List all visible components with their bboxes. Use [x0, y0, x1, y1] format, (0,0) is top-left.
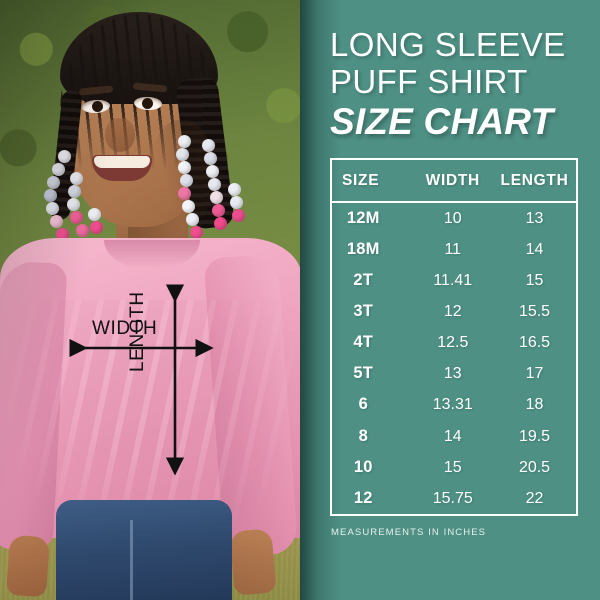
size-table-container: SIZE WIDTH LENGTH 12M 10 13 18M 11 14: [330, 158, 578, 516]
panel-left-shadow: [300, 0, 340, 600]
hair-beads-left: [44, 150, 104, 258]
panel-content: LONG SLEEVE PUFF SHIRT SIZE CHART: [300, 0, 600, 600]
column-header-width: WIDTH: [412, 160, 494, 203]
cell-size: 5T: [353, 364, 374, 383]
cell-length: 15: [525, 272, 544, 290]
cell-length: 19.5: [518, 427, 551, 445]
cell-size: 12: [353, 488, 373, 507]
child-model: [0, 12, 302, 600]
table-row: 10 15 20.5: [332, 452, 576, 483]
column-header-size: SIZE: [332, 160, 413, 203]
cell-width: 15.75: [432, 489, 473, 507]
cell-length: 15.5: [518, 303, 551, 321]
cell-length: 16.5: [518, 334, 551, 352]
measurement-units-note: MEASUREMENTS IN INCHES: [331, 527, 487, 538]
smiling-mouth: [92, 155, 152, 181]
cell-length: 18: [525, 396, 544, 414]
cell-size: 4T: [353, 333, 374, 352]
cell-width: 12.5: [437, 334, 469, 352]
cell-length: 13: [525, 209, 544, 227]
hair-beads-right: [176, 135, 256, 255]
cell-width: 11: [444, 240, 462, 258]
cell-size: 2T: [353, 271, 374, 290]
table-row: 3T 12 15.5: [332, 296, 576, 327]
cell-size: 6: [358, 395, 368, 414]
table-row: 5T 13 17: [332, 359, 576, 390]
table-header-row: SIZE WIDTH LENGTH: [332, 160, 576, 203]
photo-vignette: [0, 0, 302, 600]
cell-size: 10: [353, 457, 373, 476]
cell-length: 14: [525, 240, 544, 258]
table-row: 8 14 19.5: [332, 421, 576, 452]
cell-width: 14: [443, 427, 462, 445]
column-header-length: LENGTH: [493, 160, 576, 203]
cell-length: 20.5: [518, 458, 551, 476]
cell-size: 3T: [353, 302, 374, 321]
length-label: LENGTH: [127, 291, 148, 372]
pupil-left: [92, 101, 103, 112]
nose: [105, 118, 135, 152]
title-line-2: PUFF SHIRT: [330, 63, 528, 100]
blue-jeans: [56, 500, 232, 600]
table-row: 12 15.75 22: [332, 483, 576, 514]
cell-width: 10: [443, 209, 462, 227]
teeth: [94, 156, 150, 168]
cell-width: 11.41: [433, 272, 473, 290]
table-row: 12M 10 13: [332, 202, 576, 234]
cell-length: 22: [525, 489, 544, 507]
size-table-body: 12M 10 13 18M 11 14 2T 11.41 15: [332, 202, 576, 514]
jeans-seam: [130, 520, 133, 600]
product-photo: WIDTH LENGTH: [0, 0, 302, 600]
size-table-head: SIZE WIDTH LENGTH: [332, 160, 576, 203]
title-line-1: LONG SLEEVE: [330, 26, 566, 63]
table-row: 2T 11.41 15: [332, 265, 576, 296]
cell-size: 18M: [346, 239, 380, 258]
cell-size: 12M: [346, 208, 380, 227]
pupil-right: [142, 98, 153, 109]
table-row: 4T 12.5 16.5: [332, 327, 576, 358]
width-label: WIDTH: [92, 318, 158, 339]
cell-width: 12: [443, 303, 462, 321]
table-row: 18M 11 14: [332, 234, 576, 265]
info-panel: LONG SLEEVE PUFF SHIRT SIZE CHART SIZE W…: [300, 0, 600, 600]
cell-size: 8: [358, 426, 368, 445]
cell-length: 17: [525, 365, 544, 383]
table-row: 6 13.31 18: [332, 390, 576, 421]
size-table: SIZE WIDTH LENGTH 12M 10 13 18M 11 14: [332, 160, 576, 514]
title-line-3: SIZE CHART: [330, 101, 554, 142]
cell-width: 15: [443, 458, 462, 476]
measurement-arrows-svg: [69, 284, 214, 476]
cell-width: 13: [443, 365, 462, 383]
measurement-annotations: WIDTH LENGTH: [69, 284, 214, 476]
cell-width: 13.31: [432, 396, 473, 414]
